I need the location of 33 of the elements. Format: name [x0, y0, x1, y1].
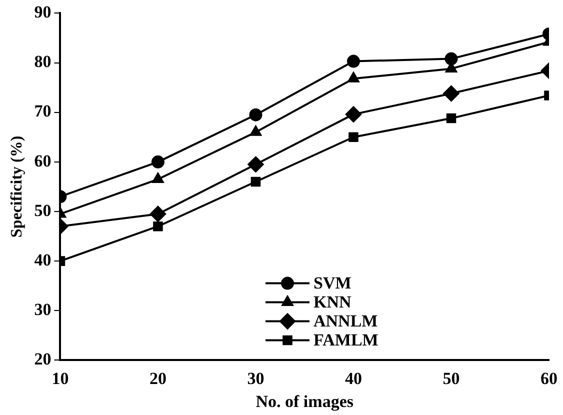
- x-tick-label: 40: [344, 368, 362, 388]
- x-tick-label: 50: [442, 368, 460, 388]
- point: [444, 52, 458, 66]
- y-axis-title: Specificity (%): [8, 136, 26, 238]
- y-tick-label: 20: [34, 350, 52, 369]
- y-tick-label: 80: [34, 52, 52, 72]
- point: [345, 106, 362, 122]
- x-tick-label: 30: [247, 368, 264, 388]
- point: [348, 72, 360, 82]
- legend-label: SVM: [313, 274, 352, 293]
- point: [250, 126, 262, 136]
- x-tick-label: 10: [52, 368, 69, 388]
- point: [446, 113, 456, 124]
- y-tick-label: 90: [34, 2, 52, 22]
- point: [152, 172, 164, 184]
- y-tick-label: 30: [34, 300, 52, 320]
- point: [346, 54, 360, 68]
- legend-label: KNN: [313, 292, 352, 312]
- y-tick-label: 40: [34, 250, 52, 270]
- y-tick-label: 60: [34, 151, 52, 170]
- legend-label: FAMLM: [313, 330, 378, 350]
- point: [348, 132, 358, 142]
- point: [153, 221, 163, 232]
- x-tick-label: 20: [149, 368, 166, 388]
- point: [248, 156, 264, 172]
- point: [249, 108, 262, 122]
- y-tick-label: 50: [34, 200, 52, 220]
- x-axis-title: No. of images: [256, 392, 354, 412]
- x-tick-label: 60: [540, 368, 558, 388]
- point: [250, 176, 261, 187]
- point: [443, 86, 460, 102]
- y-tick-label: 70: [34, 102, 52, 121]
- legend-label: ANNLM: [313, 312, 378, 331]
